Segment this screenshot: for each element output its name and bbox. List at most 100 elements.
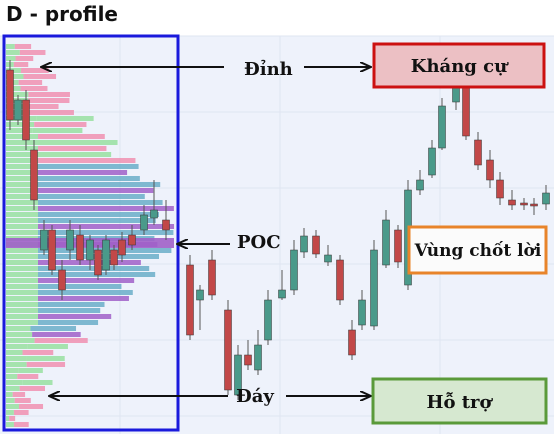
profile-bar <box>19 386 45 391</box>
profile-bar <box>38 158 136 163</box>
profile-bar <box>6 410 14 415</box>
profile-bar <box>6 314 38 319</box>
profile-bar <box>6 398 15 403</box>
bear-candle <box>48 229 56 271</box>
profile-bar <box>6 170 38 175</box>
profile-bar <box>38 134 105 139</box>
profile-bar <box>38 260 141 265</box>
candlesticks <box>6 60 550 400</box>
profile-bar <box>28 98 70 103</box>
bear-candle <box>128 234 136 246</box>
profile-bar <box>6 182 38 187</box>
bull-candle <box>416 179 424 191</box>
bear-candle <box>6 69 14 121</box>
profile-bar <box>6 308 38 313</box>
profile-bar <box>27 344 68 349</box>
profile-bar <box>38 176 140 181</box>
bull-candle <box>542 192 550 205</box>
profile-bar <box>6 374 18 379</box>
support-label: Hỗ trợ <box>426 391 493 413</box>
page-title: D - profile <box>6 2 118 26</box>
bear-candle <box>110 249 118 266</box>
profile-bar <box>6 212 38 217</box>
profile-bar <box>29 110 74 115</box>
profile-bar <box>32 128 83 133</box>
profile-bar <box>34 338 88 343</box>
bull-candle <box>40 229 48 251</box>
bear-candle <box>394 229 402 263</box>
bull-candle <box>14 99 22 121</box>
bull-candle <box>358 299 366 326</box>
poc-label: POC <box>237 232 281 253</box>
profile-bar <box>18 80 43 85</box>
bull-candle <box>66 229 74 251</box>
bull-candle <box>140 214 148 231</box>
profile-bar <box>20 68 49 73</box>
profile-bar <box>6 320 38 325</box>
bear-candle <box>118 239 126 256</box>
bottom-label: Đáy <box>236 386 274 407</box>
bear-candle <box>22 99 30 141</box>
bull-candle <box>86 239 94 261</box>
profile-bar <box>18 404 44 409</box>
profile-bar <box>6 128 33 133</box>
profile-bar <box>6 200 38 205</box>
profile-bar <box>24 104 59 109</box>
profile-bar <box>6 56 16 61</box>
profile-bar <box>6 386 20 391</box>
profile-bar <box>6 158 38 163</box>
profile-bar <box>17 374 39 379</box>
profile-bar <box>6 368 19 373</box>
profit-zone-box: Vùng chốt lời <box>407 225 548 275</box>
profile-bar <box>6 140 38 145</box>
profile-bar <box>6 338 35 343</box>
profile-bar <box>6 344 28 349</box>
profile-bar <box>38 152 112 157</box>
profile-bar <box>6 176 38 181</box>
profile-bar <box>6 284 38 289</box>
bull-candle <box>102 239 110 271</box>
profile-bar <box>15 56 34 61</box>
profile-bar <box>6 326 31 331</box>
profile-bar <box>38 296 129 301</box>
profile-bar <box>18 368 43 373</box>
bear-candle <box>30 149 38 201</box>
profile-bar <box>38 140 118 145</box>
profile-bar <box>6 218 38 223</box>
bear-candle <box>244 354 252 366</box>
profile-bar <box>9 416 16 421</box>
bear-candle <box>508 199 516 206</box>
profile-bar <box>6 296 38 301</box>
profile-bar <box>38 266 150 271</box>
profile-bar <box>32 332 81 337</box>
bear-candle <box>312 235 320 255</box>
profile-bar <box>12 392 26 397</box>
profile-bar <box>38 164 139 169</box>
bull-candle <box>370 249 378 327</box>
profile-bar <box>38 182 161 187</box>
profile-bar <box>38 278 135 283</box>
profile-bar <box>30 326 77 331</box>
profile-bar <box>38 314 112 319</box>
profile-bar <box>6 44 15 49</box>
profile-bar <box>38 206 174 211</box>
bull-candle <box>234 354 242 396</box>
profile-bar <box>6 278 38 283</box>
profile-bar <box>6 350 23 355</box>
profile-bar <box>6 206 38 211</box>
profile-bar <box>36 116 94 121</box>
bull-candle <box>264 299 272 341</box>
profile-bar <box>6 122 35 127</box>
profile-bar <box>38 218 156 223</box>
profile-bar <box>20 86 48 91</box>
bull-candle <box>290 249 298 291</box>
profile-bar <box>14 398 31 403</box>
profile-bar <box>6 248 38 253</box>
profile-bar <box>6 134 38 139</box>
bull-candle <box>300 235 308 253</box>
profile-bar <box>38 200 163 205</box>
profile-bar <box>38 302 105 307</box>
bull-candle <box>438 105 446 149</box>
bear-candle <box>162 219 170 231</box>
profile-bar <box>28 92 70 97</box>
